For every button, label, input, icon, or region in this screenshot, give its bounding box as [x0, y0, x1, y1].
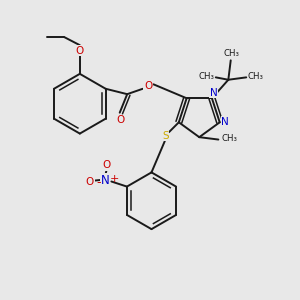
Text: +: + — [110, 173, 119, 184]
Text: O: O — [144, 81, 152, 92]
Text: N: N — [101, 173, 110, 187]
Text: S: S — [162, 131, 169, 141]
Text: O: O — [116, 115, 124, 125]
Text: CH₃: CH₃ — [198, 72, 214, 81]
Text: O: O — [76, 46, 84, 56]
Text: O: O — [103, 160, 111, 170]
Text: N: N — [209, 88, 217, 98]
Text: N: N — [221, 117, 229, 127]
Text: CH₃: CH₃ — [223, 49, 239, 58]
Text: CH₃: CH₃ — [222, 134, 238, 143]
Text: O: O — [86, 177, 94, 188]
Text: -: - — [97, 176, 101, 189]
Text: CH₃: CH₃ — [247, 72, 263, 81]
